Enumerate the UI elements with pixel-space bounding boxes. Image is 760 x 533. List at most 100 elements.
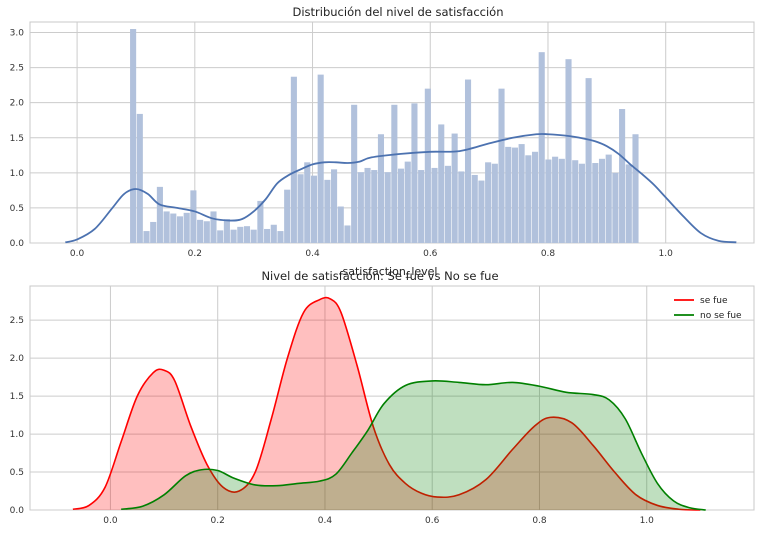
histogram-bar bbox=[337, 206, 344, 243]
histogram-bar bbox=[331, 169, 338, 243]
histogram-bar bbox=[598, 158, 606, 243]
series-area bbox=[72, 297, 701, 510]
series-area bbox=[121, 380, 706, 510]
histogram-bar bbox=[230, 229, 237, 243]
histogram-bar bbox=[130, 29, 137, 244]
y-tick-label: 0.5 bbox=[10, 468, 24, 478]
density-line bbox=[65, 133, 737, 244]
histogram-bar bbox=[619, 108, 626, 243]
histogram-bar bbox=[344, 225, 351, 243]
histogram-bar bbox=[237, 226, 244, 243]
histogram-bar bbox=[398, 168, 405, 243]
x-tick-label: 1.0 bbox=[659, 249, 674, 259]
x-tick-label: 0.2 bbox=[211, 516, 225, 526]
x-tick-label: 0.8 bbox=[541, 249, 556, 259]
histogram-bar bbox=[491, 163, 498, 243]
y-tick-label: 1.0 bbox=[10, 430, 25, 440]
histogram-bar bbox=[471, 174, 478, 243]
bars bbox=[130, 29, 639, 244]
histogram-bar bbox=[284, 189, 291, 243]
chart-title: Nivel de satisfacción: Se fue vs No se f… bbox=[261, 269, 498, 283]
histogram-bar bbox=[404, 161, 411, 243]
histogram-bar bbox=[518, 144, 525, 243]
histogram-bar bbox=[250, 229, 257, 243]
histogram-bar bbox=[304, 162, 311, 243]
histogram-bar bbox=[270, 224, 277, 243]
x-axis-label: satisfaction_level bbox=[343, 265, 438, 278]
histogram-bar bbox=[505, 146, 512, 243]
y-tick-label: 0.0 bbox=[10, 239, 25, 249]
y-tick-label: 3.0 bbox=[10, 29, 25, 39]
histogram-bar bbox=[538, 52, 545, 243]
x-tick-label: 0.2 bbox=[188, 249, 202, 259]
y-tick-label: 1.5 bbox=[10, 392, 24, 402]
histogram-bar bbox=[170, 213, 177, 243]
x-tick-label: 1.0 bbox=[640, 516, 655, 526]
y-tick-label: 0.5 bbox=[10, 204, 24, 214]
histogram-chart: 0.0 0.2 0.4 0.6 0.8 1.00.00.51.01.52.02.53.0 … bbox=[10, 5, 755, 278]
histogram-bar bbox=[605, 154, 612, 243]
y-tick-label: 1.5 bbox=[10, 134, 24, 144]
x-tick-label: 0.0 bbox=[103, 516, 118, 526]
histogram-bar bbox=[143, 231, 150, 243]
series-no-se-fue bbox=[121, 380, 706, 511]
histogram-bar bbox=[176, 216, 184, 243]
histogram-bar bbox=[485, 162, 492, 243]
histogram-bar bbox=[478, 180, 485, 243]
histogram-bar bbox=[351, 104, 358, 244]
histogram-bar bbox=[217, 230, 224, 243]
histogram-bar bbox=[424, 88, 431, 244]
histogram-bar bbox=[150, 221, 157, 243]
histogram-bar bbox=[565, 59, 572, 243]
histogram-bar bbox=[210, 211, 217, 243]
y-tick-label: 2.5 bbox=[10, 64, 24, 74]
histogram-bar bbox=[625, 164, 632, 243]
histogram-bar bbox=[190, 190, 197, 243]
series-se-fue bbox=[72, 296, 701, 511]
axes: 0.0 0.2 0.4 0.6 0.8 1.0 0.0 0.5 1.0 1.5 2.0 2.5 bbox=[10, 285, 755, 526]
histogram-bar bbox=[197, 219, 204, 243]
histogram-bar bbox=[264, 228, 271, 243]
x-tick-label: 0.4 bbox=[318, 516, 333, 526]
y-tick-label: 2.0 bbox=[10, 354, 25, 364]
legend-label: se fue bbox=[700, 296, 728, 306]
histogram-bar bbox=[371, 170, 378, 243]
kde-chart: 0.0 0.2 0.4 0.6 0.8 1.0 0.0 0.5 1.0 1.5 2.0 2.5 Niv… bbox=[10, 269, 755, 526]
histogram-bar bbox=[632, 134, 639, 243]
histogram-bar bbox=[391, 104, 398, 244]
y-tick-label: 1.0 bbox=[10, 169, 25, 179]
plot-area bbox=[29, 285, 755, 511]
histogram-bar bbox=[418, 170, 425, 243]
histogram-bar bbox=[257, 200, 264, 243]
histogram-bar bbox=[531, 151, 539, 243]
histogram-bar bbox=[431, 167, 438, 243]
legend: se fue no se fue bbox=[674, 296, 742, 321]
histogram-bar bbox=[458, 171, 465, 243]
histogram-bar bbox=[243, 226, 251, 243]
histogram-bar bbox=[612, 172, 619, 243]
histogram-bar bbox=[498, 88, 505, 244]
histogram-bar bbox=[277, 231, 284, 243]
histogram-bar bbox=[290, 76, 297, 243]
histogram-bar bbox=[364, 167, 371, 243]
histogram-bar bbox=[183, 212, 190, 243]
histogram-bar bbox=[552, 156, 559, 243]
x-tick-label: 0.4 bbox=[305, 249, 320, 259]
histogram-bar bbox=[525, 155, 532, 243]
histogram-bar bbox=[572, 160, 579, 243]
x-tick-label: 0.6 bbox=[423, 249, 438, 259]
histogram-bar bbox=[411, 103, 418, 243]
histogram-bar bbox=[223, 219, 230, 243]
histogram-bar bbox=[451, 133, 458, 243]
x-tick-label: 0.0 bbox=[70, 249, 85, 259]
y-tick-label: 2.0 bbox=[10, 99, 25, 109]
histogram-bar bbox=[324, 179, 331, 243]
histogram-bar bbox=[464, 79, 472, 244]
histogram-bar bbox=[136, 113, 143, 244]
histogram-bar bbox=[203, 221, 210, 243]
series-line bbox=[72, 296, 701, 511]
histogram-bar bbox=[578, 163, 585, 243]
histogram-bar bbox=[384, 172, 391, 243]
histogram-bar bbox=[444, 165, 451, 243]
